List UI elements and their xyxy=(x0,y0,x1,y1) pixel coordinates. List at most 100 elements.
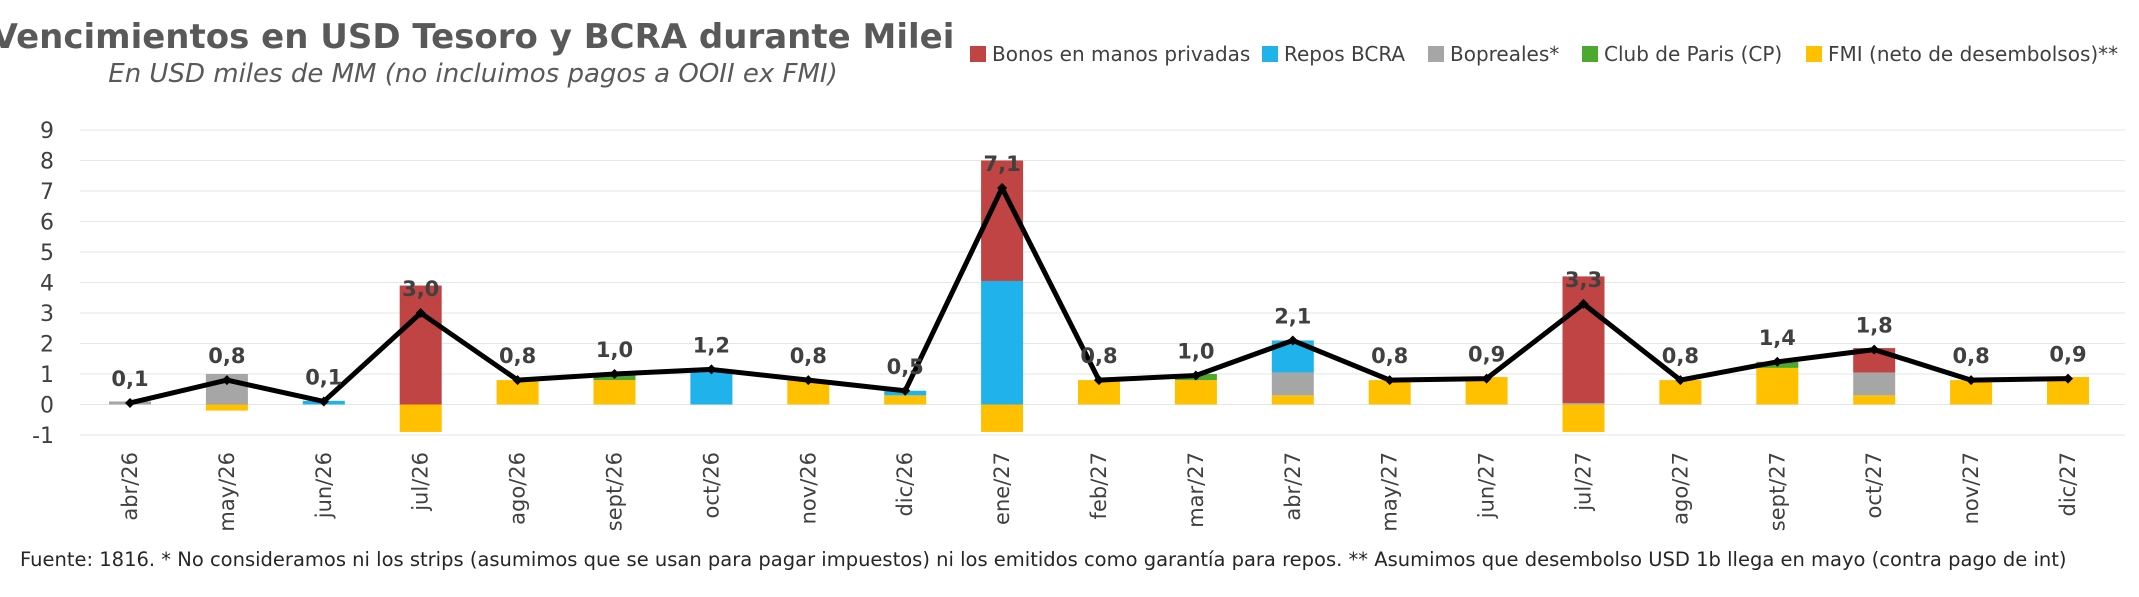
y-tick-label: 9 xyxy=(40,119,54,144)
total-point xyxy=(415,308,426,318)
total-point xyxy=(900,385,911,396)
total-point xyxy=(803,375,814,386)
bar-segment xyxy=(1562,276,1605,403)
data-label: 0,8 xyxy=(208,344,245,368)
data-label: 0,9 xyxy=(2049,343,2086,367)
y-tick-label: 0 xyxy=(40,394,54,419)
x-tick-label: jun/26 xyxy=(312,452,336,519)
bar-segment xyxy=(884,395,927,405)
total-point xyxy=(1384,375,1395,386)
data-label: 1,2 xyxy=(693,333,730,357)
y-tick-label: 3 xyxy=(40,302,54,327)
chart-subtitle: En USD miles de MM (no incluimos pagos a… xyxy=(108,59,837,89)
total-point xyxy=(1966,375,1977,386)
data-label: 7,1 xyxy=(983,152,1020,176)
x-tick-label: may/26 xyxy=(215,452,239,532)
y-axis-ticks: -1 0 1 2 3 4 5 6 7 8 9 xyxy=(32,119,54,449)
data-label: 1,4 xyxy=(1759,326,1796,350)
bar-segment xyxy=(1756,367,1799,405)
data-label: 0,8 xyxy=(1371,344,1408,368)
legend-swatch xyxy=(1806,46,1822,62)
legend-label: Club de Paris (CP) xyxy=(1604,42,1782,66)
total-point xyxy=(997,182,1008,193)
total-line xyxy=(125,182,2073,408)
y-tick-label: -1 xyxy=(32,424,54,449)
total-point xyxy=(221,375,232,386)
bar-segment xyxy=(1174,380,1217,405)
data-label: 3,0 xyxy=(402,277,439,301)
y-tick-label: 1 xyxy=(40,363,54,388)
legend-label: FMI (neto de desembolsos)** xyxy=(1828,42,2118,66)
data-label: 0,8 xyxy=(1952,344,1989,368)
y-tick-label: 2 xyxy=(40,333,54,358)
x-tick-label: dic/27 xyxy=(2056,452,2080,517)
legend-swatch xyxy=(970,46,986,62)
x-tick-label: jun/27 xyxy=(1475,452,1499,519)
data-label: 0,1 xyxy=(111,367,148,391)
bar-segment xyxy=(1853,395,1896,405)
x-tick-label: may/27 xyxy=(1378,452,1402,532)
data-labels: 0,1 0,8 0,1 3,0 0,8 1,0 1,2 0,8 0,5 7,1 0,8 1,0 2,1 0… xyxy=(111,152,2086,391)
data-label: 1,0 xyxy=(1177,340,1214,364)
y-tick-label: 8 xyxy=(40,150,54,175)
bar-segment xyxy=(1271,395,1314,405)
x-tick-label: mar/27 xyxy=(1184,452,1208,528)
bar-segment xyxy=(1562,404,1605,432)
x-tick-label: dic/26 xyxy=(893,452,917,517)
total-point xyxy=(706,364,717,375)
data-label: 0,1 xyxy=(305,365,342,389)
legend-label: Bopreales* xyxy=(1450,42,1559,66)
total-point xyxy=(1094,375,1104,386)
x-tick-label: oct/27 xyxy=(1862,452,1886,518)
x-tick-label: jul/26 xyxy=(409,452,433,512)
total-point xyxy=(1190,370,1201,381)
y-tick-label: 5 xyxy=(40,241,54,266)
total-point xyxy=(1869,344,1880,355)
bar-segment xyxy=(1271,372,1314,396)
total-point xyxy=(1578,298,1589,309)
total-point xyxy=(1772,356,1783,367)
x-tick-label: abr/27 xyxy=(1281,452,1305,521)
total-point xyxy=(609,369,620,379)
x-tick-label: feb/27 xyxy=(1087,452,1111,519)
footnote: Fuente: 1816. * No consideramos ni los s… xyxy=(20,548,2067,571)
bar-segment xyxy=(593,380,636,405)
bar-segment xyxy=(1853,372,1896,396)
legend-swatch xyxy=(1428,46,1444,62)
data-label: 0,9 xyxy=(1468,343,1505,367)
legend-swatch xyxy=(1262,46,1278,62)
data-label: 0,5 xyxy=(887,355,924,379)
data-label: 1,0 xyxy=(596,338,633,362)
bars xyxy=(109,160,2089,432)
data-label: 3,3 xyxy=(1565,268,1602,292)
data-label: 0,8 xyxy=(499,344,536,368)
total-point xyxy=(318,396,329,407)
data-label: 0,8 xyxy=(1662,344,1699,368)
legend-swatch xyxy=(1582,46,1598,62)
y-tick-label: 4 xyxy=(40,272,54,297)
x-tick-label: nov/26 xyxy=(796,452,820,524)
total-point xyxy=(1481,373,1492,384)
x-tick-label: sept/27 xyxy=(1765,452,1789,531)
bar-segment xyxy=(981,404,1024,432)
total-point xyxy=(1675,375,1686,386)
y-tick-label: 7 xyxy=(40,180,54,205)
x-tick-label: ago/26 xyxy=(506,452,530,525)
x-tick-label: nov/27 xyxy=(1959,452,1983,524)
x-tick-label: ago/27 xyxy=(1668,452,1692,525)
bar-segment xyxy=(981,280,1024,405)
x-tick-label: jul/27 xyxy=(1572,452,1596,512)
total-point xyxy=(125,397,135,408)
x-axis-ticks: abr/26 may/26 jun/26 jul/26 ago/26 sept/26 oct… xyxy=(118,452,2080,532)
legend-label: Bonos en manos privadas xyxy=(992,42,1250,66)
y-tick-label: 6 xyxy=(40,211,54,236)
x-tick-label: ene/27 xyxy=(990,452,1014,525)
bar-segment xyxy=(690,370,733,405)
bar-segment xyxy=(1562,402,1605,405)
total-point xyxy=(1287,335,1298,346)
chart-title: Vencimientos en USD Tesoro y BCRA durant… xyxy=(0,17,954,57)
bar-segment xyxy=(399,285,442,405)
x-tick-label: sept/26 xyxy=(603,452,627,531)
data-label: 0,8 xyxy=(790,344,827,368)
